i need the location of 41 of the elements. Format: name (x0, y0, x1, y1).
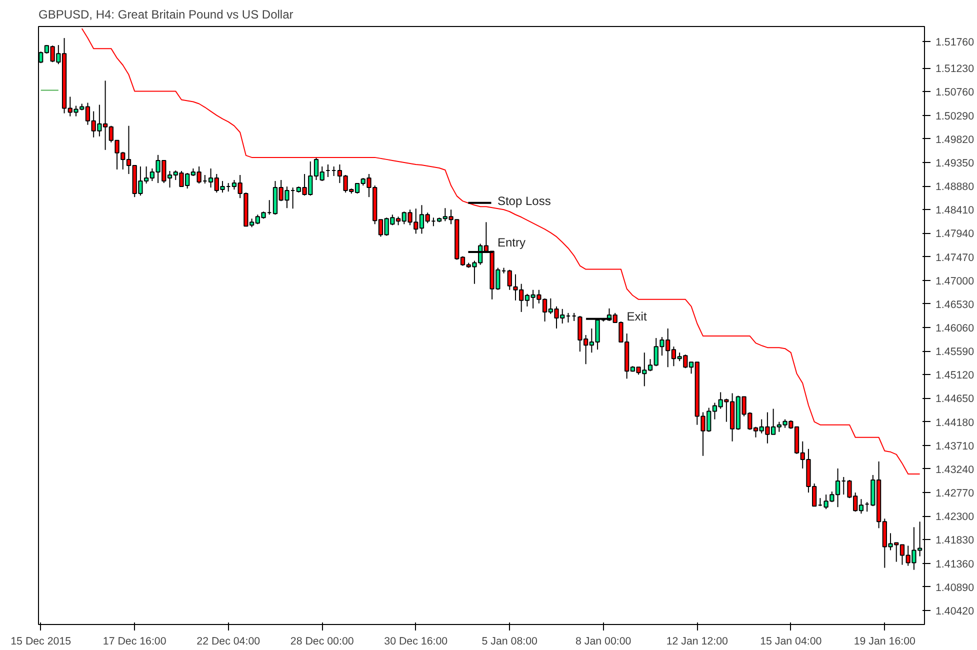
candlestick (507, 269, 512, 290)
x-tick-label: 8 Jan 00:00 (576, 636, 632, 648)
y-tick-label: 1.42770 (936, 488, 974, 500)
y-tick-label: 1.48880 (936, 181, 974, 194)
y-tick-label: 1.43710 (936, 440, 974, 452)
x-tick-label: 22 Dec 04:00 (196, 636, 260, 648)
y-tick-label: 1.40890 (936, 582, 974, 594)
y-tick-label: 1.47000 (936, 275, 974, 288)
y-tick-label: 1.50760 (936, 86, 974, 99)
x-tick-label: 30 Dec 16:00 (384, 636, 448, 648)
y-tick-label: 1.44180 (936, 416, 974, 429)
y-tick-label: 1.44650 (936, 393, 974, 406)
y-tick-label: 1.48410 (936, 204, 974, 217)
y-tick-label: 1.43240 (936, 464, 974, 476)
y-tick-label: 1.47940 (936, 228, 974, 240)
y-tick-label: 1.45120 (936, 370, 974, 382)
x-tick-label: 15 Jan 04:00 (760, 636, 822, 648)
y-tick-label: 1.49350 (936, 157, 974, 170)
y-tick-label: 1.46060 (936, 322, 974, 335)
y-tick-label: 1.46530 (936, 298, 974, 311)
x-tick-label: 28 Dec 00:00 (290, 636, 354, 648)
x-tick-label: 12 Jan 12:00 (666, 636, 728, 648)
y-tick-label: 1.41360 (936, 558, 974, 570)
y-tick-label: 1.40420 (936, 605, 974, 618)
y-tick-label: 1.51230 (936, 63, 974, 76)
x-tick-label: 19 Jan 16:00 (854, 636, 916, 648)
annotation: Exit (626, 310, 648, 324)
chart-title: GBPUSD, H4: Great Britain Pound vs US Dollar (38, 8, 294, 22)
annotation: Entry (497, 235, 526, 250)
y-tick-label: 1.49820 (936, 134, 974, 146)
y-tick-label: 1.42300 (936, 511, 974, 524)
x-tick-label: 17 Dec 16:00 (102, 636, 166, 648)
annotation: Stop Loss (497, 194, 551, 208)
x-tick-label: 15 Dec 2015 (10, 636, 72, 648)
x-tick-label: 5 Jan 08:00 (482, 636, 538, 648)
line-series (81, 28, 920, 474)
y-tick-label: 1.47470 (936, 252, 974, 264)
y-tick-label: 1.41830 (936, 534, 974, 547)
y-tick-label: 1.45590 (936, 346, 974, 358)
y-tick-label: 1.50290 (936, 110, 974, 122)
y-tick-label: 1.51760 (936, 36, 974, 49)
